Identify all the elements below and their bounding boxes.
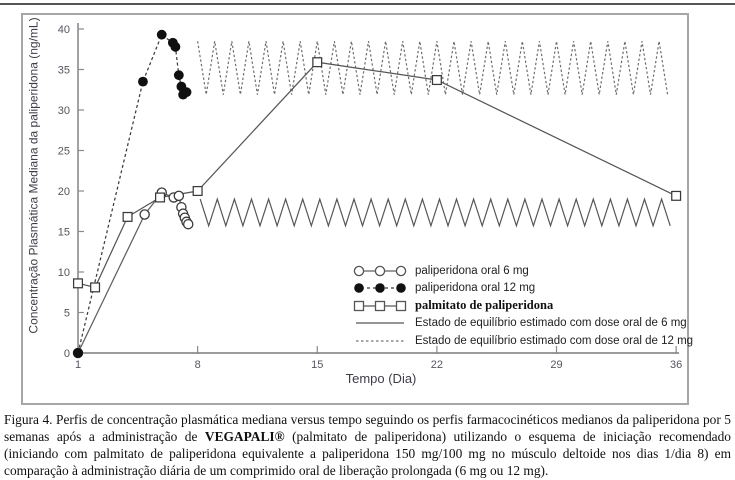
legend-item-steady-state-12mg: Estado de equilíbrio estimado com dose o…: [352, 332, 693, 350]
document-top-rule: [0, 3, 735, 5]
open-squares-line-icon: [353, 300, 407, 311]
open-circles-line-icon: [353, 265, 407, 276]
dashed-line-icon: [356, 339, 404, 342]
legend-label: palmitato de paliperidona: [415, 298, 554, 313]
svg-text:0: 0: [64, 348, 70, 360]
svg-text:22: 22: [431, 359, 443, 371]
figure-caption: Figura 4. Perfis de concentração plasmát…: [4, 411, 731, 479]
legend-item-oral-12mg: paliperidona oral 12 mg: [352, 280, 693, 298]
filled-circles-dashed-line-icon: [354, 283, 406, 294]
caption-brand-name: VEGAPALI®: [204, 429, 285, 445]
figure-plot-area: 0 5 10 15 20 25 30 35 40 1 8 15 22 29 36 Concentração …: [21, 13, 693, 405]
chart-legend: paliperidona oral 6 mg paliperidona oral…: [352, 262, 693, 350]
svg-text:15: 15: [58, 227, 70, 239]
legend-item-palmitato: palmitato de paliperidona: [352, 297, 693, 315]
legend-item-steady-state-6mg: Estado de equilíbrio estimado com dose o…: [352, 315, 693, 333]
svg-text:29: 29: [550, 359, 562, 371]
svg-text:36: 36: [670, 359, 682, 371]
svg-text:20: 20: [58, 186, 70, 198]
svg-text:35: 35: [58, 65, 70, 77]
svg-text:8: 8: [195, 359, 201, 371]
caption-prefix: Figura 4. Perfis de concentração plasmát…: [4, 412, 731, 445]
svg-text:5: 5: [64, 308, 70, 320]
svg-text:40: 40: [58, 24, 70, 36]
svg-text:30: 30: [58, 105, 70, 117]
x-axis-label: Tempo (Dia): [345, 371, 417, 386]
caption-suffix: (palmitato de paliperidona) utilizando o…: [4, 429, 731, 479]
legend-label: Estado de equilíbrio estimado com dose o…: [415, 334, 694, 347]
svg-text:25: 25: [58, 146, 70, 158]
svg-text:1: 1: [75, 359, 81, 371]
legend-label: Estado de equilíbrio estimado com dose o…: [415, 317, 687, 330]
concentration-time-chart: 0 5 10 15 20 25 30 35 40 1 8 15 22 29 36: [58, 23, 682, 371]
legend-item-oral-6mg: paliperidona oral 6 mg: [352, 262, 693, 280]
solid-line-icon: [356, 322, 404, 324]
svg-text:15: 15: [311, 359, 323, 371]
y-axis-label: Concentração Plasmática Mediana da palip…: [26, 17, 41, 334]
legend-label: paliperidona oral 6 mg: [415, 264, 529, 277]
svg-text:10: 10: [58, 267, 70, 279]
legend-label: paliperidona oral 12 mg: [415, 282, 536, 295]
